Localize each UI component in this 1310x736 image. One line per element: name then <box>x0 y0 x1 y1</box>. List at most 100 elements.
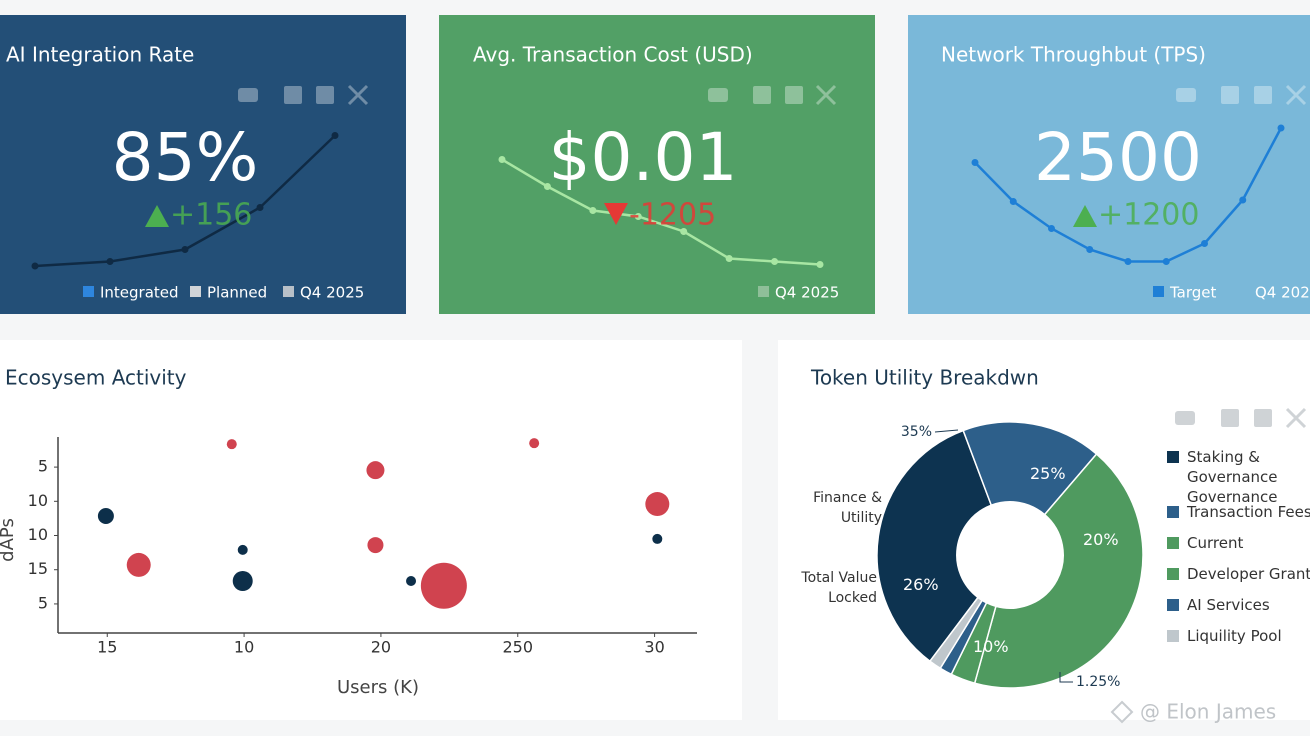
legend-swatch <box>1167 630 1179 642</box>
trend-point <box>31 262 39 270</box>
legend-label: Staking & Governance Governance <box>1187 448 1278 506</box>
trend-point <box>680 228 688 235</box>
camera-icon[interactable] <box>1176 88 1196 102</box>
trend-point <box>725 255 733 262</box>
legend-label: Target <box>1169 284 1217 302</box>
pie-annotation: 35% <box>900 424 932 440</box>
reset-icon[interactable] <box>1285 84 1307 106</box>
card-title: Avg. Transaction Cost (USD) <box>473 43 753 67</box>
card-title: AI Integration Rate <box>6 43 194 67</box>
card-title: Network Throughbut (TPS) <box>941 43 1206 67</box>
zoom-in-icon[interactable] <box>753 86 771 104</box>
x-tick-label: 20 <box>371 638 391 657</box>
scatter-panel <box>0 340 742 720</box>
legend-label: Transaction Fees <box>1187 503 1310 521</box>
trend-line <box>501 158 821 266</box>
x-tick-label: 30 <box>644 638 664 657</box>
pie-slice <box>962 421 1098 516</box>
kpi-delta: +156 <box>170 198 252 233</box>
zoom-in-icon[interactable] <box>1221 409 1239 427</box>
legend-swatch <box>83 286 94 297</box>
trend-point <box>1048 225 1055 232</box>
pie-slice <box>973 452 1144 689</box>
delta-arrow <box>145 205 169 227</box>
kpi-value: 2500 <box>1034 119 1202 196</box>
legend-label: Developer Grants <box>1187 565 1310 583</box>
chart-title: Ecosysem Activity <box>5 366 187 390</box>
zoom-out-icon[interactable] <box>316 86 334 104</box>
bubble <box>97 508 114 525</box>
bubble <box>652 533 663 544</box>
pie-annotation: Total Value Locked <box>801 570 877 606</box>
pie-annotation: Finance & Utility <box>813 490 882 526</box>
bubble <box>366 461 385 480</box>
pie-annotation: 10% <box>973 637 1009 656</box>
bubble <box>406 576 417 587</box>
y-tick-label: 5 <box>38 457 48 476</box>
legend-label: AI Services <box>1187 596 1270 614</box>
reset-icon[interactable] <box>347 84 369 106</box>
legend-label: Liquility Pool <box>1187 627 1282 645</box>
trend-point <box>181 246 189 253</box>
trend-point <box>634 213 642 220</box>
y-tick-label: 10 <box>28 525 48 544</box>
camera-icon[interactable] <box>238 88 258 102</box>
x-tick-label: 250 <box>502 638 533 657</box>
reset-icon[interactable] <box>1285 407 1307 429</box>
trend-point <box>1124 258 1132 265</box>
trend-point <box>543 183 551 190</box>
bubble <box>126 552 151 577</box>
legend-swatch <box>1153 286 1164 297</box>
legend-label: Q4 2025 <box>775 284 839 302</box>
bubble <box>645 492 670 517</box>
legend-label: Q4 2025 <box>300 284 364 302</box>
bubble <box>529 438 540 449</box>
trend-point <box>1162 258 1170 265</box>
camera-icon[interactable] <box>1175 411 1195 425</box>
trend-point <box>498 156 506 163</box>
zoom-out-icon[interactable] <box>785 86 803 104</box>
y-tick-label: 10 <box>28 491 48 510</box>
legend-swatch <box>758 286 769 297</box>
leader-line <box>1059 672 1073 683</box>
bubble <box>420 562 467 609</box>
reset-icon[interactable] <box>815 84 837 106</box>
legend-swatch <box>1167 568 1179 580</box>
pie-slice <box>876 429 993 663</box>
zoom-in-icon[interactable] <box>284 86 302 104</box>
trend-point <box>589 207 597 214</box>
pie-annotation: 26% <box>903 575 939 594</box>
x-tick-label: 15 <box>97 638 117 657</box>
legend-swatch <box>1167 506 1179 518</box>
zoom-in-icon[interactable] <box>1221 86 1239 104</box>
legend-swatch <box>1167 451 1179 463</box>
legend-label: Planned <box>207 284 267 302</box>
zoom-out-icon[interactable] <box>1254 409 1272 427</box>
delta-arrow <box>604 203 628 225</box>
zoom-out-icon[interactable] <box>1254 86 1272 104</box>
x-axis-label: Users (K) <box>337 677 419 698</box>
camera-icon[interactable] <box>708 88 728 102</box>
watermark-icon <box>1110 700 1134 724</box>
legend-label: Current <box>1187 534 1244 552</box>
trend-point <box>1277 124 1285 132</box>
delta-arrow <box>1073 205 1097 227</box>
legend-label: Q4 2025 <box>1255 284 1310 302</box>
bubble <box>226 439 237 450</box>
trend-point <box>106 258 114 265</box>
bubble <box>367 537 384 554</box>
bubble <box>237 544 248 555</box>
trend-point <box>1009 198 1017 205</box>
trend-point <box>971 159 979 166</box>
y-tick-label: 15 <box>28 559 48 578</box>
trend-point <box>256 204 264 211</box>
trend-point <box>1201 240 1208 247</box>
trend-point <box>1086 246 1094 253</box>
pie-annotation: 25% <box>1030 464 1066 483</box>
legend-label: Integrated <box>100 284 179 302</box>
trend-point <box>331 132 339 139</box>
legend-swatch <box>190 286 201 297</box>
x-tick-label: 10 <box>234 638 254 657</box>
